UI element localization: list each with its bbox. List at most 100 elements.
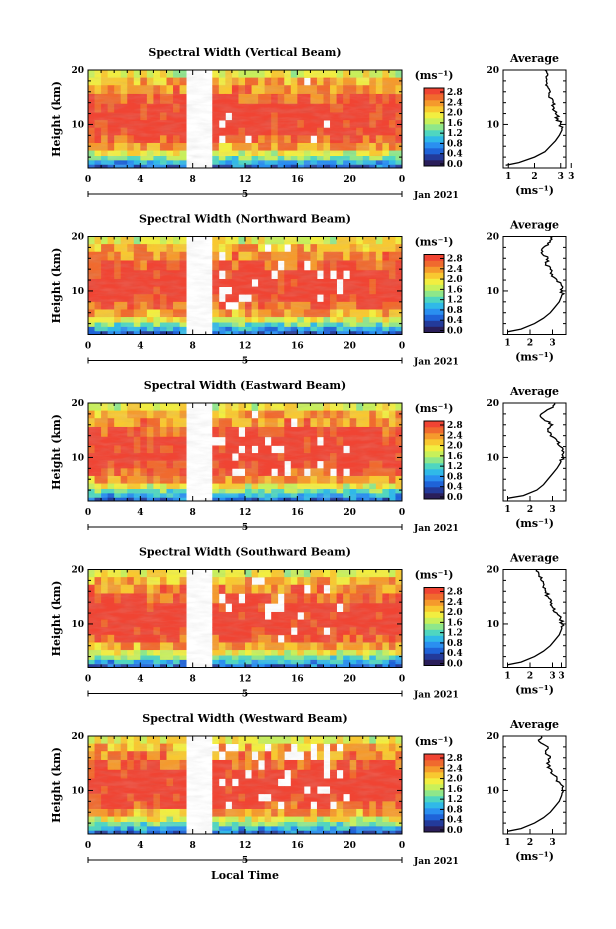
profile-x-tick-label: 1: [504, 339, 510, 349]
x-tick-label: 8: [190, 841, 196, 851]
profile-x-tick-label: 3: [558, 672, 564, 682]
colorbar-swatch: [424, 647, 444, 654]
x-tick-label: 8: [190, 675, 196, 685]
colorbar-tick-label: 2.4: [447, 265, 463, 275]
colorbar-swatch: [424, 142, 444, 149]
x-tick-label: 16: [291, 508, 304, 518]
profile-y-tick-label: 20: [486, 399, 499, 409]
y-tick-label: 20: [71, 566, 84, 576]
x-tick-label: 12: [239, 175, 252, 185]
colorbar: (ms⁻¹) 2.82.42.01.61.20.80.40.0: [415, 236, 463, 337]
average-profile-plot: Average 20 10 1 2 3 (ms⁻¹): [486, 385, 567, 530]
colorbar-swatch: [424, 260, 444, 267]
profile-x-tick-label: 3: [549, 505, 555, 515]
colorbar-tick-label: 0.0: [447, 660, 463, 670]
colorbar-unit: (ms⁻¹): [415, 69, 454, 82]
colorbar-tick-label: 2.4: [447, 598, 463, 608]
colorbar-swatch: [424, 778, 444, 785]
profile-x-tick-label: 3: [549, 838, 555, 848]
date-tick-label: 5: [242, 523, 248, 533]
colorbar-swatch: [424, 314, 444, 321]
colorbar-swatch: [424, 617, 444, 624]
x-tick-label: 12: [239, 508, 252, 518]
colorbar-tick-label: 2.8: [447, 255, 463, 265]
colorbar-tick-label: 1.2: [447, 129, 463, 139]
colorbar-tick-label: 2.4: [447, 431, 463, 441]
heatmap-texture: [88, 403, 402, 501]
profile-x-tick-label: 3: [558, 172, 564, 182]
colorbar-swatch: [424, 136, 444, 143]
y-tick-label: 20: [71, 732, 84, 742]
profile-y-tick-label: 20: [486, 566, 499, 576]
y-axis-label: Height (km): [50, 414, 63, 490]
colorbar-tick-label: 2.8: [447, 88, 463, 98]
panel-title: Spectral Width (Westward Beam): [142, 712, 347, 725]
profile-xlabel: (ms⁻¹): [515, 684, 554, 697]
profile-x-tick-label: 1: [505, 172, 511, 182]
colorbar-swatch: [424, 100, 444, 107]
profile-line: [505, 69, 564, 166]
colorbar-swatch: [424, 439, 444, 446]
colorbar-tick-label: 0.4: [447, 816, 463, 826]
date-tick-label: 5: [242, 190, 248, 200]
colorbar-tick-label: 2.0: [447, 442, 463, 452]
heatmap-axes: 20 10 0 4 8 12 16 20 0 Height (km) 5 Jan 2021: [50, 66, 459, 201]
colorbar-tick-label: 0.0: [447, 493, 463, 503]
colorbar-swatch: [424, 469, 444, 476]
date-tick-label: 5: [242, 856, 248, 866]
profile-x-tick-label: 1: [504, 672, 510, 682]
colorbar-swatch: [424, 493, 444, 500]
date-label: Jan 2021: [413, 691, 459, 701]
colorbar-swatch: [424, 266, 444, 273]
colorbar-tick-label: 0.8: [447, 306, 463, 316]
colorbar-swatch: [424, 308, 444, 315]
colorbar-swatch: [424, 124, 444, 131]
colorbar-tick-label: 1.2: [447, 795, 463, 805]
profile-line: [507, 235, 566, 333]
colorbar-swatch: [424, 475, 444, 482]
colorbar-tick-label: 1.6: [447, 285, 463, 295]
colorbar-swatch: [424, 820, 444, 827]
colorbar-swatch: [424, 754, 444, 761]
heatmap-texture: [88, 70, 402, 168]
colorbar-swatch: [424, 760, 444, 767]
y-tick-label: 10: [71, 453, 84, 463]
colorbar-swatch: [424, 130, 444, 137]
y-tick-label: 10: [71, 120, 84, 130]
colorbar-swatch: [424, 88, 444, 95]
colorbar-tick-label: 1.2: [447, 629, 463, 639]
x-tick-label: 8: [190, 342, 196, 352]
colorbar-tick-label: 2.8: [447, 754, 463, 764]
y-tick-label: 20: [71, 233, 84, 243]
x-tick-label: 0: [399, 175, 405, 185]
colorbar-swatch: [424, 427, 444, 434]
x-tick-label: 20: [343, 508, 356, 518]
colorbar-swatch: [424, 766, 444, 773]
colorbar-tick-label: 2.4: [447, 98, 463, 108]
x-tick-label: 20: [343, 841, 356, 851]
profile-title: Average: [509, 52, 559, 65]
date-label: Jan 2021: [413, 524, 459, 534]
profile-x-tick-label: 2: [531, 172, 537, 182]
colorbar-tick-label: 0.0: [447, 327, 463, 337]
colorbar-swatch: [424, 296, 444, 303]
colorbar-tick-label: 2.0: [447, 775, 463, 785]
colorbar-swatch: [424, 653, 444, 660]
date-tick-label: 5: [242, 690, 248, 700]
colorbar-tick-label: 1.6: [447, 785, 463, 795]
profile-title: Average: [509, 219, 559, 232]
profile-line: [507, 402, 565, 499]
profile-x-tick-label: 3: [568, 172, 574, 182]
profile-y-tick-label: 10: [486, 120, 499, 130]
profile-xlabel: (ms⁻¹): [515, 517, 554, 530]
colorbar-swatch: [424, 320, 444, 327]
x-tick-label: 20: [343, 175, 356, 185]
x-tick-label: 12: [239, 675, 252, 685]
colorbar-swatch: [424, 421, 444, 428]
colorbar-tick-label: 0.8: [447, 472, 463, 482]
colorbar-tick-label: 2.0: [447, 109, 463, 119]
profile-y-tick-label: 10: [486, 620, 499, 630]
